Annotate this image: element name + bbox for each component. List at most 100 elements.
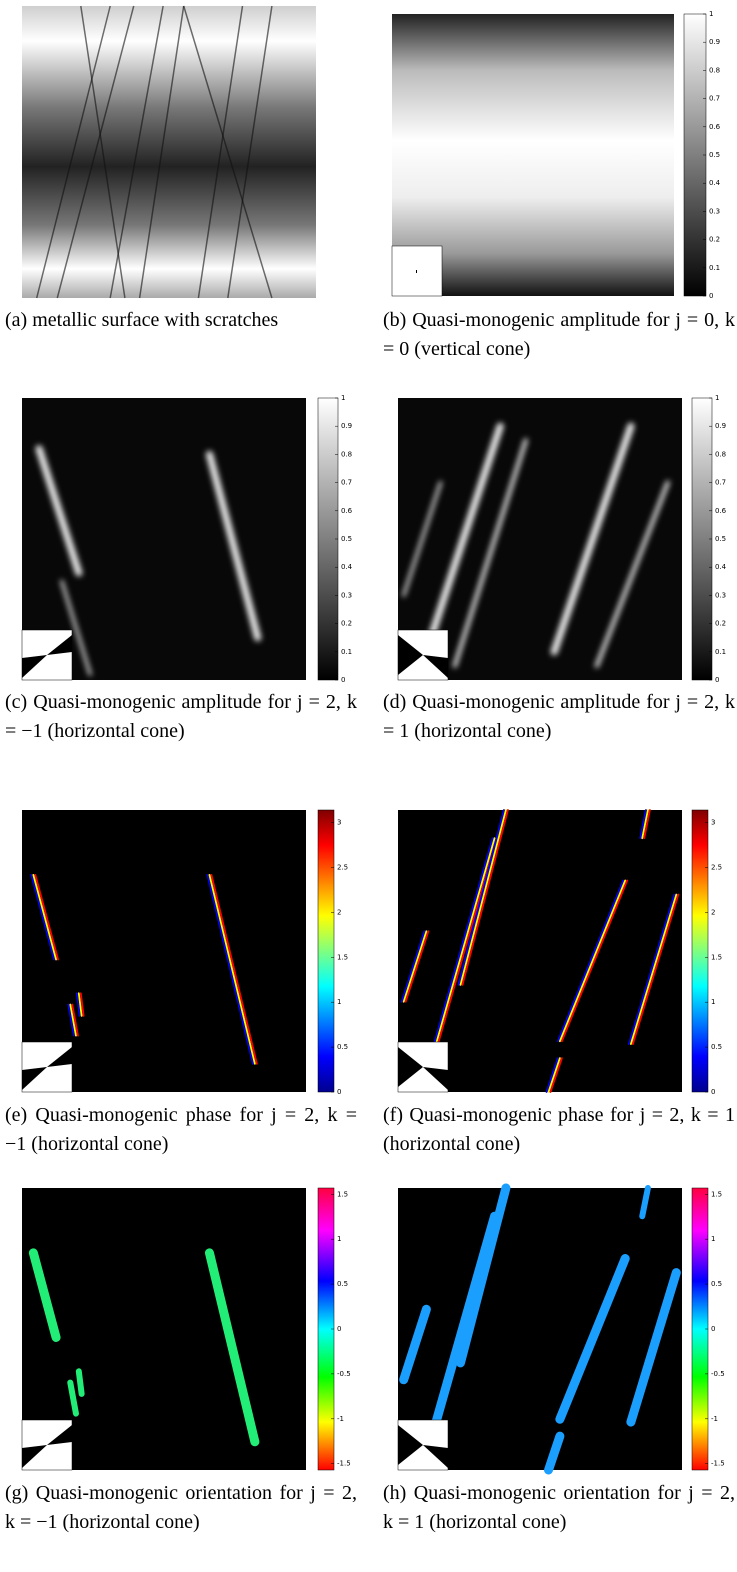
caption: (d) Quasi-monogenic amplitude for j = 2,… xyxy=(383,691,735,742)
streak xyxy=(28,1248,61,1342)
caption: (g) Quasi-monogenic orientation for j = … xyxy=(5,1482,357,1533)
colorbar-tick-label: 0.7 xyxy=(341,479,352,487)
streak xyxy=(631,893,680,1045)
streak xyxy=(204,1248,260,1447)
streak xyxy=(60,579,92,676)
panel-image xyxy=(22,5,316,299)
streak xyxy=(69,1003,77,1037)
streak xyxy=(639,1185,651,1220)
streak xyxy=(427,837,498,1079)
panel-image xyxy=(391,14,674,297)
colorbar-tick-label: 1.5 xyxy=(711,1190,722,1198)
cone xyxy=(22,1445,47,1468)
colorbar-tick-label: 3 xyxy=(337,819,341,827)
colorbar-tick-label: 0.8 xyxy=(715,450,726,458)
streak xyxy=(558,879,627,1043)
colorbar-fill xyxy=(683,13,707,297)
cone xyxy=(398,1047,423,1087)
streak xyxy=(399,1304,431,1385)
colorbar-tick-label: 0.1 xyxy=(709,264,720,272)
colorbar-tick-label: 2 xyxy=(337,908,341,916)
streak xyxy=(626,1268,681,1427)
panel-image xyxy=(21,398,306,681)
colorbar-tick-label: 0 xyxy=(709,292,713,300)
streak xyxy=(402,930,428,1003)
scratch xyxy=(138,5,185,299)
streak xyxy=(455,1183,511,1368)
streak xyxy=(594,480,670,668)
colorbar-tick-label: 1.5 xyxy=(337,1190,348,1198)
streak xyxy=(35,445,83,577)
streak xyxy=(67,1379,79,1417)
colorbar-tick-label: 0.7 xyxy=(709,95,720,103)
streak xyxy=(547,1057,561,1093)
streak xyxy=(545,1057,559,1093)
colorbar-tick-label: 0.9 xyxy=(341,422,352,430)
streak xyxy=(400,930,426,1003)
colorbar-tick-label: 0.3 xyxy=(709,207,720,215)
colorbar-tick-label: 0.4 xyxy=(715,563,727,571)
colorbar-tick-label: -1 xyxy=(711,1415,718,1423)
colorbar-tick-label: 0.5 xyxy=(337,1043,348,1051)
streak xyxy=(205,450,262,642)
colorbar-tick-label: 1 xyxy=(337,1235,341,1243)
panel-image xyxy=(397,398,682,681)
scratch xyxy=(56,5,135,299)
streak xyxy=(452,438,528,668)
inset-mark xyxy=(416,270,417,273)
colorbar-tick-label: 0.8 xyxy=(341,450,352,458)
cone xyxy=(47,1047,72,1067)
colorbar-tick-label: 0.6 xyxy=(341,507,353,515)
streak xyxy=(544,1431,565,1475)
colorbar-tick-label: 0.8 xyxy=(709,66,720,74)
scratch xyxy=(80,5,126,299)
streak xyxy=(79,992,85,1017)
colorbar-tick-label: 0.6 xyxy=(709,123,721,131)
colorbar-fill xyxy=(317,809,335,1093)
streak xyxy=(629,893,678,1045)
colorbar-tick-label: 1.5 xyxy=(711,953,722,961)
colorbar-tick-label: -1.5 xyxy=(711,1460,725,1468)
colorbar-tick-label: 0.9 xyxy=(715,422,726,430)
cone xyxy=(423,1067,448,1090)
colorbar-tick-label: 2 xyxy=(711,908,715,916)
scratch xyxy=(35,5,111,299)
caption: (c) Quasi-monogenic amplitude for j = 2,… xyxy=(5,691,357,742)
caption: (h) Quasi-monogenic orientation for j = … xyxy=(383,1482,735,1533)
colorbar-tick-label: 0.2 xyxy=(715,620,726,628)
colorbar-tick-label: 0.7 xyxy=(715,479,726,487)
colorbar-tick-label: 0.2 xyxy=(709,236,720,244)
streak xyxy=(560,879,629,1043)
streak xyxy=(34,873,59,961)
streak xyxy=(457,809,505,986)
cone-inset xyxy=(397,1041,449,1093)
cone-inset xyxy=(21,1041,73,1093)
scratch xyxy=(227,5,273,299)
streak xyxy=(67,1003,75,1037)
colorbar-fill xyxy=(691,809,709,1093)
caption: (b) Quasi-monogenic amplitude for j = 0,… xyxy=(383,309,735,360)
colorbar-tick-label: 0 xyxy=(711,1325,715,1333)
streak xyxy=(555,1254,630,1424)
colorbar: -1.5 -1 -0.5 0 0.5 1 1.5 xyxy=(691,1187,725,1471)
cone-inset xyxy=(21,629,73,681)
colorbar-tick-label: -0.5 xyxy=(711,1370,725,1378)
streak xyxy=(77,992,83,1017)
colorbar-tick-label: 1.5 xyxy=(337,953,348,961)
colorbar: 0 0.5 1 1.5 2 2.5 3 xyxy=(691,809,722,1096)
panel-image xyxy=(397,809,682,1093)
cone-inset xyxy=(21,1419,73,1471)
cone-inset xyxy=(391,245,443,297)
colorbar-tick-label: 1 xyxy=(711,998,715,1006)
cone-inset xyxy=(397,629,449,681)
colorbar: -1.5 -1 -0.5 0 0.5 1 1.5 xyxy=(317,1187,351,1471)
scratch xyxy=(197,5,244,299)
streak xyxy=(404,930,430,1003)
streak xyxy=(641,809,649,840)
caption: (f) Quasi-monogenic phase for j = 2, k =… xyxy=(383,1104,735,1155)
colorbar-tick-label: 0.5 xyxy=(711,1043,722,1051)
colorbar-tick-label: 1 xyxy=(709,10,713,18)
colorbar: 0 0.1 0.2 0.3 0.4 0.5 0.6 0.7 0.8 0.9 1 xyxy=(683,10,721,300)
cone xyxy=(47,635,72,655)
